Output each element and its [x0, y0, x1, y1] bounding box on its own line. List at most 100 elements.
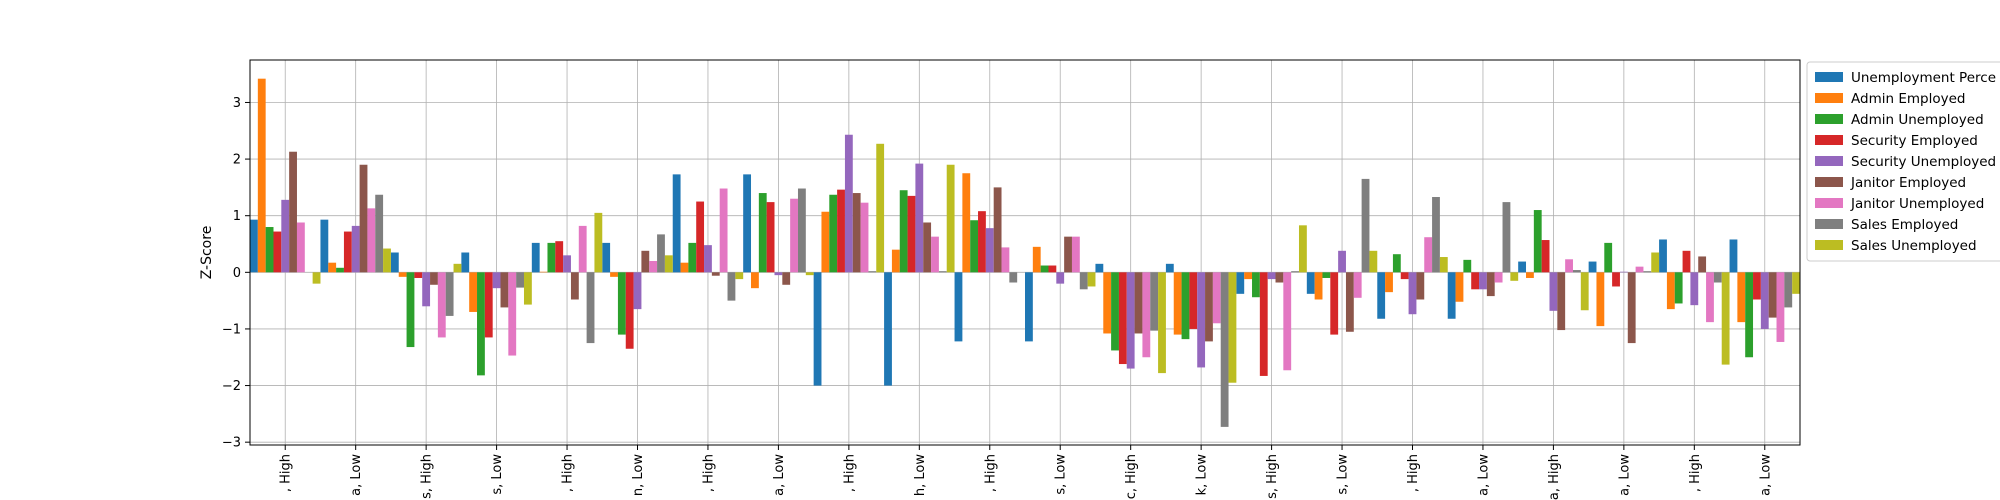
bar: [1252, 272, 1260, 298]
legend-swatch: [1815, 93, 1843, 103]
bar: [1479, 272, 1487, 290]
bar: [1126, 272, 1135, 369]
bar: [1392, 254, 1401, 273]
bar: [257, 78, 266, 273]
bar: [289, 151, 297, 273]
bar: [430, 272, 438, 285]
bar: [1142, 272, 1151, 358]
bars: [250, 78, 1800, 427]
bar: [1079, 272, 1088, 290]
bar: [453, 263, 462, 273]
bar: [343, 231, 352, 273]
bar: [978, 211, 986, 273]
bar: [672, 174, 681, 273]
bar: [915, 163, 924, 273]
bar: [1737, 272, 1746, 323]
bar: [250, 219, 258, 273]
x-tick-label: k, Low: [1195, 454, 1210, 496]
bar: [1134, 272, 1143, 334]
bar: [508, 272, 517, 356]
bar: [1040, 265, 1049, 273]
legend-swatch: [1815, 156, 1843, 166]
legend-label: Sales Unemployed: [1851, 238, 1977, 254]
bar: [766, 202, 775, 273]
bar: [954, 272, 963, 342]
bar: [516, 272, 524, 288]
legend-swatch: [1815, 135, 1843, 145]
x-tick-label: s, Low: [490, 454, 505, 495]
y-tick-label: −1: [222, 322, 241, 337]
x-tick-label: s, High: [420, 454, 435, 499]
x-tick-label: , High: [1406, 454, 1421, 492]
legend-label: Janitor Unemployed: [1850, 196, 1984, 212]
bar: [461, 252, 470, 273]
bar: [1220, 272, 1229, 427]
bar: [1706, 272, 1714, 323]
bar: [860, 202, 869, 273]
bar: [743, 174, 752, 273]
bar: [1557, 272, 1566, 331]
bar: [469, 272, 478, 312]
bar: [1267, 272, 1276, 280]
legend-label: Janitor Employed: [1850, 175, 1966, 191]
bar: [523, 272, 532, 305]
bar: [477, 272, 485, 376]
bar: [1612, 272, 1620, 287]
x-axis: , High a, Low s, High s, Low , High n, Low , H…: [279, 445, 1773, 500]
bar: [1298, 225, 1307, 273]
bar: [1369, 250, 1378, 273]
bar: [1306, 272, 1315, 294]
bar: [1526, 272, 1534, 278]
bar: [1118, 272, 1127, 365]
bar: [1604, 242, 1613, 273]
x-tick-label: , High: [561, 454, 576, 492]
bar: [711, 272, 720, 276]
bar: [1698, 256, 1707, 273]
bar: [1432, 197, 1440, 273]
bar: [1111, 272, 1119, 351]
y-axis: −3 −2 −1 0 1 2 3: [222, 96, 250, 451]
bar: [696, 201, 705, 273]
bar: [1064, 236, 1072, 273]
bar: [1228, 272, 1237, 383]
bar: [1283, 272, 1292, 371]
y-tick-label: −2: [222, 379, 241, 394]
bar: [1056, 272, 1065, 284]
bar: [821, 211, 830, 273]
bar: [1549, 272, 1558, 311]
x-tick-label: a, Low: [349, 454, 364, 496]
bar: [281, 199, 290, 273]
bar: [876, 143, 885, 273]
bar: [1259, 272, 1268, 376]
bar: [868, 271, 877, 273]
bar: [617, 272, 626, 335]
x-tick-label: , High: [1688, 454, 1703, 492]
legend: Unemployment Perce Admin Employed Admin Un…: [1806, 61, 2000, 262]
bar: [273, 231, 282, 273]
bar: [1572, 270, 1581, 273]
bar: [1071, 236, 1080, 273]
bar: [1659, 239, 1667, 273]
bar: [555, 241, 564, 273]
y-tick-label: 2: [233, 153, 241, 168]
bar: [1447, 272, 1456, 319]
bar: [664, 255, 673, 273]
bar: [688, 242, 697, 273]
bar: [1416, 272, 1425, 300]
bar: [805, 272, 814, 276]
bar: [1048, 265, 1057, 273]
bar: [563, 255, 571, 273]
bar: [1721, 272, 1730, 365]
bar: [1439, 257, 1448, 273]
bar: [359, 164, 368, 273]
bar: [946, 164, 955, 273]
bar: [1713, 272, 1722, 283]
bar: [1784, 272, 1793, 308]
bar: [437, 272, 446, 338]
bar: [547, 242, 556, 273]
bar: [1408, 272, 1417, 315]
x-tick-label: a, Low: [1758, 454, 1773, 496]
bar: [1643, 271, 1652, 273]
bar: [328, 262, 337, 273]
bar: [680, 262, 689, 273]
